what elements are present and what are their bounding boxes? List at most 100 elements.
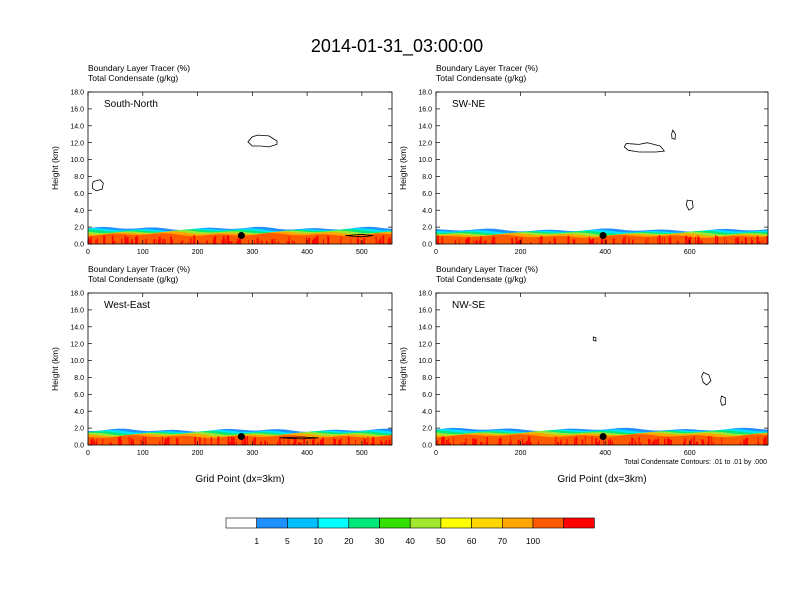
colorbar-label: 40 bbox=[405, 536, 415, 546]
tracer-stripe bbox=[306, 237, 307, 244]
tracer-stripe bbox=[327, 235, 329, 244]
tracer-stripe bbox=[746, 437, 748, 445]
tracer-stripe bbox=[91, 438, 94, 445]
tracer-stripe bbox=[554, 239, 556, 244]
y-tick-label: 18.0 bbox=[418, 291, 432, 298]
y-tick-label: 12.0 bbox=[418, 140, 432, 147]
x-tick-label: 200 bbox=[192, 249, 204, 256]
tracer-stripe bbox=[696, 240, 699, 244]
tracer-stripe bbox=[741, 240, 743, 244]
tracer-stripe bbox=[288, 437, 290, 445]
tracer-stripe bbox=[313, 437, 315, 445]
colorbar-label: 70 bbox=[498, 536, 508, 546]
y-tick-label: 16.0 bbox=[418, 106, 432, 113]
tracer-stripe bbox=[267, 442, 268, 445]
y-tick-label: 6.0 bbox=[74, 392, 84, 399]
tracer-stripe bbox=[703, 442, 705, 445]
tracer-stripe bbox=[494, 241, 496, 244]
tracer-stripe bbox=[530, 242, 532, 244]
tracer-stripe bbox=[277, 441, 279, 445]
tracer-stripe bbox=[757, 437, 759, 445]
tracer-stripe bbox=[110, 443, 112, 445]
tracer-stripe bbox=[308, 237, 311, 244]
tracer-stripe bbox=[631, 437, 633, 445]
panel-nw-se: Boundary Layer Tracer (%)Total Condensat… bbox=[398, 264, 769, 485]
tracer-stripe bbox=[651, 441, 654, 445]
x-tick-label: 600 bbox=[684, 249, 696, 256]
tracer-stripe bbox=[694, 442, 696, 445]
y-tick-label: 8.0 bbox=[422, 375, 432, 382]
x-tick-label: 100 bbox=[137, 249, 149, 256]
tracer-stripe bbox=[690, 438, 692, 445]
y-axis-label: Height (km) bbox=[50, 347, 60, 391]
condensate-contour bbox=[247, 134, 278, 148]
y-tick-label: 0.0 bbox=[74, 443, 84, 450]
contour-footnote: Total Condensate Contours: .01 to .01 by… bbox=[624, 459, 767, 466]
plot-area bbox=[436, 336, 768, 445]
tracer-stripe bbox=[656, 439, 658, 445]
tracer-stripe bbox=[467, 236, 469, 244]
x-axis-label: Grid Point (dx=3km) bbox=[557, 474, 646, 485]
tracer-stripe bbox=[441, 437, 443, 445]
tracer-stripe bbox=[171, 239, 173, 244]
tracer-stripe bbox=[475, 239, 477, 244]
tracer-stripe bbox=[590, 240, 592, 244]
tracer-stripe bbox=[510, 440, 512, 445]
tracer-stripe bbox=[657, 438, 659, 445]
tracer-stripe bbox=[96, 238, 98, 244]
tracer-stripe bbox=[287, 439, 289, 445]
panel-header-tracer: Boundary Layer Tracer (%) bbox=[436, 63, 538, 73]
tracer-stripe bbox=[688, 240, 690, 244]
tracer-stripe bbox=[170, 236, 172, 244]
tracer-stripe bbox=[248, 239, 249, 244]
tracer-stripe bbox=[293, 240, 295, 244]
tracer-stripe bbox=[591, 238, 593, 244]
tracer-stripe bbox=[162, 436, 163, 445]
tracer-stripe bbox=[763, 437, 766, 445]
x-tick-label: 200 bbox=[515, 450, 527, 457]
tracer-stripe bbox=[384, 441, 386, 445]
tracer-stripe bbox=[585, 436, 587, 445]
tracer-stripe bbox=[701, 439, 704, 445]
y-tick-label: 4.0 bbox=[74, 409, 84, 416]
tracer-stripe bbox=[244, 436, 247, 445]
plot-frame bbox=[87, 292, 393, 446]
station-marker bbox=[237, 232, 245, 240]
colorbar-box bbox=[563, 517, 595, 529]
tracer-stripe bbox=[317, 235, 319, 244]
tracer-stripe bbox=[109, 441, 111, 445]
tracer-stripe bbox=[388, 439, 391, 445]
colorbar-box bbox=[287, 517, 319, 529]
colorbar-label: 100 bbox=[526, 536, 540, 546]
tracer-stripe bbox=[320, 440, 322, 445]
tracer-stripe bbox=[765, 436, 767, 445]
panel-sw-ne: Boundary Layer Tracer (%)Total Condensat… bbox=[398, 63, 769, 256]
tracer-stripe bbox=[228, 240, 230, 244]
tracer-stripe bbox=[294, 441, 296, 445]
tracer-stripe bbox=[292, 240, 293, 244]
panel-west-east: Boundary Layer Tracer (%)Total Condensat… bbox=[50, 264, 393, 485]
tracer-stripe bbox=[711, 436, 713, 445]
tracer-stripe bbox=[736, 237, 739, 244]
x-tick-label: 0 bbox=[86, 450, 90, 457]
tracer-stripe bbox=[691, 438, 693, 445]
tracer-stripe bbox=[632, 239, 634, 244]
colorbar-box bbox=[348, 517, 380, 529]
tracer-stripe bbox=[598, 440, 599, 445]
tracer-stripe bbox=[217, 436, 220, 445]
tracer-stripe bbox=[564, 442, 566, 445]
tracer-stripe bbox=[458, 239, 460, 244]
tracer-stripe bbox=[145, 239, 147, 244]
tracer-stripe bbox=[340, 236, 342, 244]
tracer-stripe bbox=[236, 241, 238, 244]
tracer-stripe bbox=[254, 436, 256, 445]
panel-label: South-North bbox=[104, 99, 158, 110]
tracer-stripe bbox=[538, 442, 539, 445]
tracer-stripe bbox=[668, 236, 670, 244]
station-marker bbox=[237, 433, 245, 441]
tracer-stripe bbox=[611, 441, 613, 445]
tracer-stripe bbox=[721, 437, 723, 445]
y-tick-label: 14.0 bbox=[418, 123, 432, 130]
y-tick-label: 2.0 bbox=[422, 426, 432, 433]
tracer-stripe bbox=[164, 438, 167, 445]
